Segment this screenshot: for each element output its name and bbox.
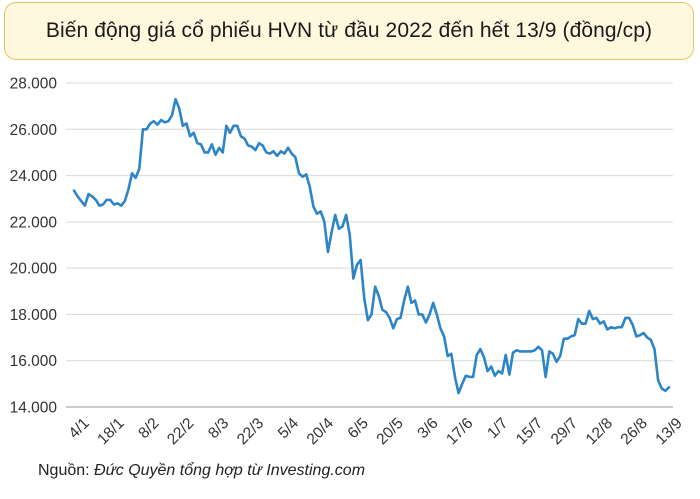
gridlines: [66, 82, 673, 362]
y-tick-labels: 14.000 16.000 18.000 20.000 22.000 24.000 26.0…: [10, 76, 58, 417]
y-tick-label: 18.000: [10, 307, 58, 324]
x-tick-label: 8/3: [205, 415, 232, 442]
source-note: Nguồn: Đức Quyền tổng hợp từ Investing.c…: [38, 462, 365, 480]
y-tick-label: 26.000: [10, 122, 58, 139]
x-tick-label: 3/6: [414, 415, 441, 442]
x-tick-label: 12/8: [583, 415, 616, 448]
x-tick-label: 5/4: [275, 415, 303, 443]
source-text: Đức Quyền tổng hợp từ Investing.com: [94, 462, 366, 479]
x-tick-label: 15/7: [513, 415, 546, 448]
y-tick-label: 24.000: [10, 168, 58, 185]
chart-title: Biến động giá cổ phiếu HVN từ đầu 2022 đ…: [45, 19, 653, 42]
y-tick-label: 16.000: [10, 353, 58, 370]
x-tick-label: 4/1: [66, 415, 93, 442]
x-tick-label: 8/2: [135, 415, 162, 442]
y-tick-label: 20.000: [10, 261, 58, 278]
x-tick-label: 29/7: [548, 415, 581, 448]
series-line: [72, 97, 671, 395]
x-tick-label: 22/3: [234, 415, 267, 448]
x-tick-label: 20/4: [304, 415, 338, 449]
y-tick-label: 22.000: [10, 214, 58, 231]
x-tick-label: 1/7: [484, 415, 511, 442]
x-tick-label: 6/5: [345, 415, 372, 442]
x-tick-label: 22/2: [164, 415, 197, 448]
y-tick-label: 28.000: [10, 76, 58, 93]
x-tick-label: 26/8: [618, 415, 651, 448]
x-tick-labels: 4/1 18/1 8/2 22/2 8/3 22/3 5/4 20/4 6/5 20/5 3/6 17…: [66, 415, 686, 449]
x-tick-label: 20/5: [373, 415, 406, 448]
x-tick-label: 18/1: [94, 415, 127, 448]
source-prefix: Nguồn:: [38, 462, 95, 479]
y-tick-label: 14.000: [10, 400, 58, 417]
x-tick-label: 17/6: [443, 415, 476, 448]
chart-title-box: Biến động giá cổ phiếu HVN từ đầu 2022 đ…: [4, 2, 694, 60]
x-tick-label: 13/9: [652, 415, 685, 448]
